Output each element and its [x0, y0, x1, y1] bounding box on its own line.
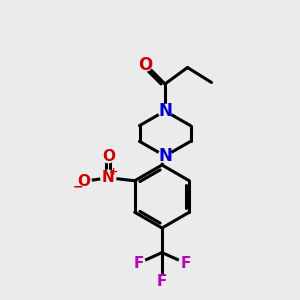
Text: O: O [138, 56, 153, 74]
Circle shape [158, 149, 172, 163]
Text: N: N [158, 147, 172, 165]
Circle shape [101, 170, 116, 185]
Circle shape [155, 274, 169, 288]
Circle shape [102, 150, 115, 163]
Circle shape [76, 174, 91, 189]
Text: O: O [102, 149, 115, 164]
Circle shape [139, 58, 152, 71]
Text: +: + [109, 167, 118, 177]
Text: F: F [134, 256, 144, 271]
Text: N: N [102, 170, 115, 185]
Text: F: F [157, 274, 167, 289]
Circle shape [179, 256, 192, 270]
Text: −: − [73, 180, 84, 193]
Text: F: F [180, 256, 190, 271]
Text: O: O [77, 174, 90, 189]
Circle shape [158, 104, 172, 118]
Text: N: N [158, 102, 172, 120]
Circle shape [132, 256, 145, 270]
